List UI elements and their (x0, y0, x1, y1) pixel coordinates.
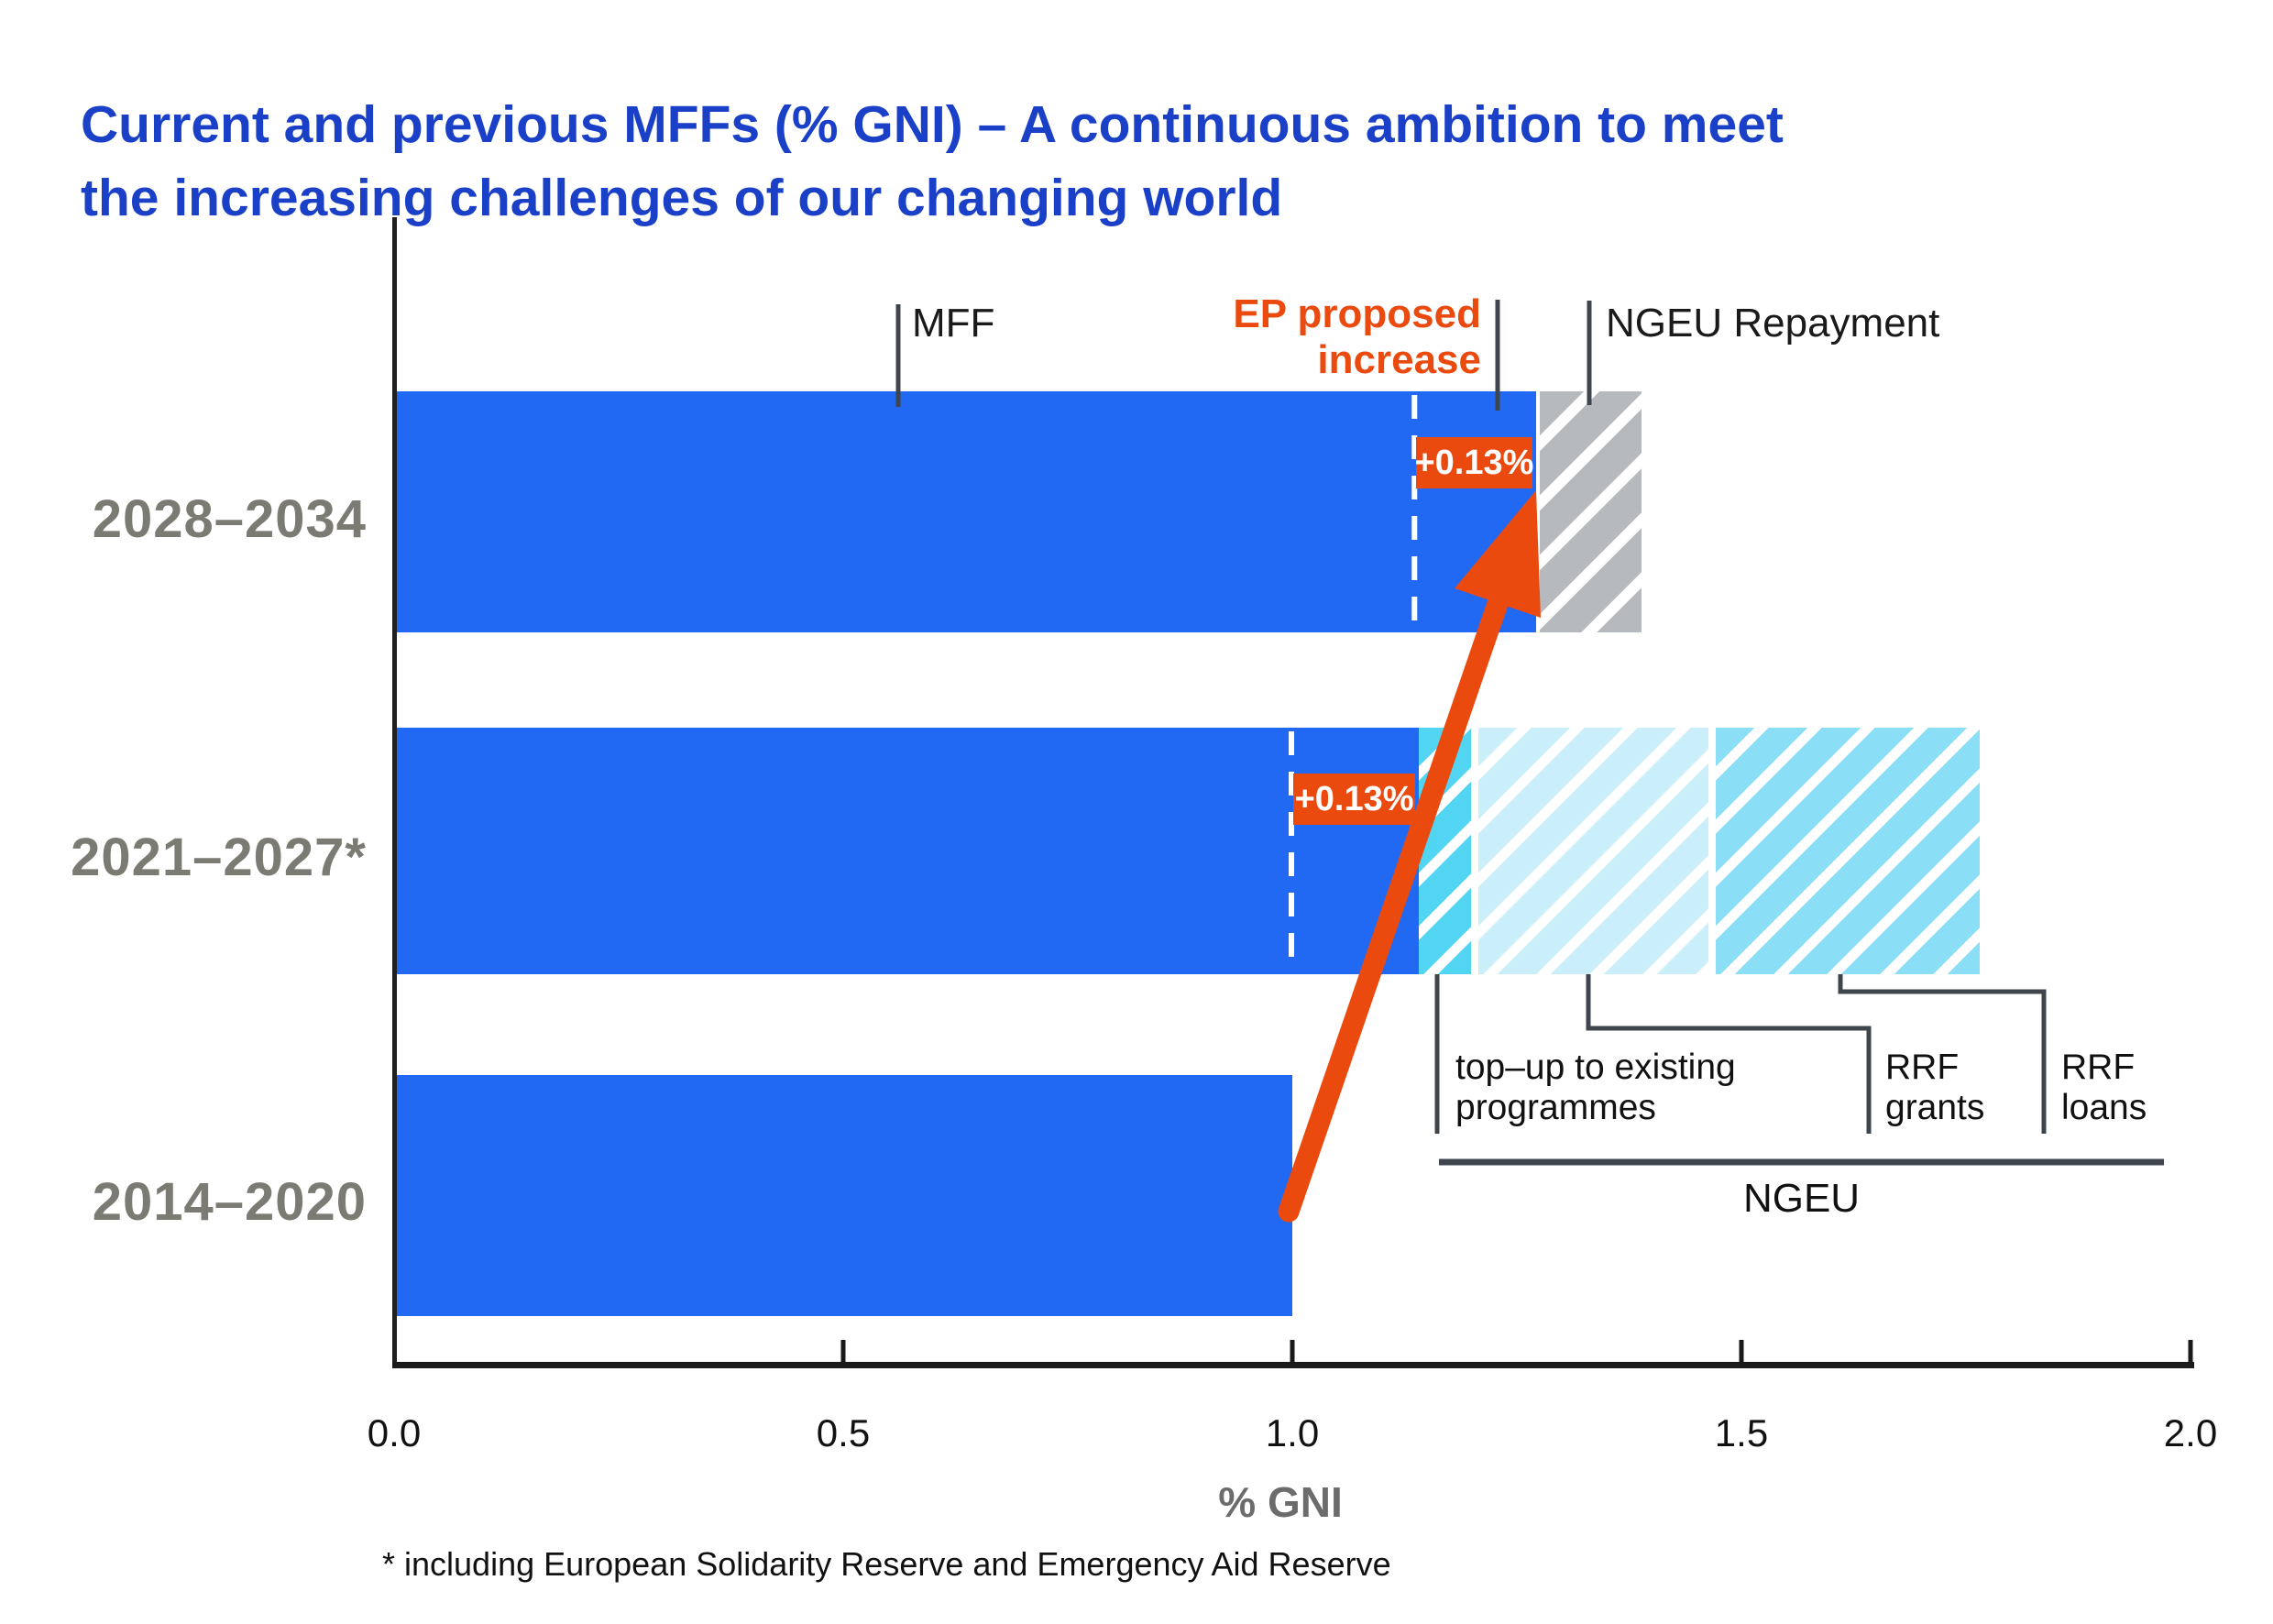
bar-segment-mff-row-1 (394, 728, 1420, 974)
topup-label-line-1: top–up to existing (1455, 1048, 1736, 1087)
rrf-loans-label: RRF loans (2061, 1048, 2147, 1128)
row-label-2028-2034: 2028–2034 (92, 489, 367, 549)
rrf-grants-line-2: grants (1885, 1088, 1985, 1127)
topup-label: top–up to existing programmes (1455, 1048, 1736, 1128)
rrf-grants-leader-line (1586, 974, 1872, 1134)
page-title-line-1: Current and previous MFFs (% GNI) – A co… (81, 95, 1784, 154)
x-tick-label-0-5: 0.5 (816, 1411, 871, 1454)
bar-segment-loans-row-1 (1715, 728, 1980, 974)
ngeu-bracket-label: NGEU (1742, 1176, 1861, 1221)
bar-segment-repayment-row-0 (1540, 391, 1642, 632)
rrf-loans-leader-line (1838, 974, 2047, 1134)
ep-label-line-1: EP proposed (1233, 291, 1481, 336)
rrf-grants-line-1: RRF (1885, 1048, 1960, 1087)
page-title-line-2: the increasing challenges of our changin… (81, 169, 1283, 227)
row-label-2021-2027: 2021–2027* (71, 828, 367, 887)
increase-arrow-shaft (1278, 585, 1511, 1223)
ngeu-leader-lines (1434, 974, 2047, 1134)
bar-segment-mff-row-0 (394, 391, 1536, 632)
ep-proposed-increase-label: EP proposed increase (1146, 291, 1481, 383)
page-title: Current and previous MFFs (% GNI) – A co… (81, 88, 2152, 235)
ngeu-repayment-label: NGEU Repayment (1606, 301, 1940, 346)
mff-label: MFF (912, 301, 995, 346)
bar-segment-grants-row-1 (1477, 728, 1708, 974)
topup-label-line-2: programmes (1455, 1088, 1656, 1127)
x-tick-label-1-0: 1.0 (1265, 1411, 1320, 1454)
row-label-2014-2020: 2014–2020 (92, 1172, 367, 1232)
x-axis-ticks (840, 1340, 2193, 1365)
x-tick-label-0-0: 0.0 (367, 1411, 422, 1454)
top-leader-lines (895, 300, 1592, 411)
x-tick-label-2-0: 2.0 (2163, 1411, 2218, 1454)
delta-label-row-0: +0.13% (1414, 437, 1533, 488)
delta-label-row-1: +0.13% (1293, 774, 1416, 825)
ep-label-line-2: increase (1317, 337, 1481, 382)
y-axis-line (392, 217, 397, 1366)
x-axis-line (392, 1362, 2194, 1368)
increase-arrow-head (1455, 490, 1541, 618)
bar-segment-mff-row-2 (394, 1075, 1292, 1316)
footnote: * including European Solidarity Reserve … (382, 1545, 1391, 1583)
rrf-grants-label: RRF grants (1885, 1048, 1984, 1128)
x-tick-label-1-5: 1.5 (1714, 1411, 1769, 1454)
rrf-loans-line-2: loans (2061, 1088, 2147, 1127)
x-axis-title: % GNI (1218, 1478, 1343, 1526)
rrf-loans-line-1: RRF (2061, 1048, 2136, 1087)
